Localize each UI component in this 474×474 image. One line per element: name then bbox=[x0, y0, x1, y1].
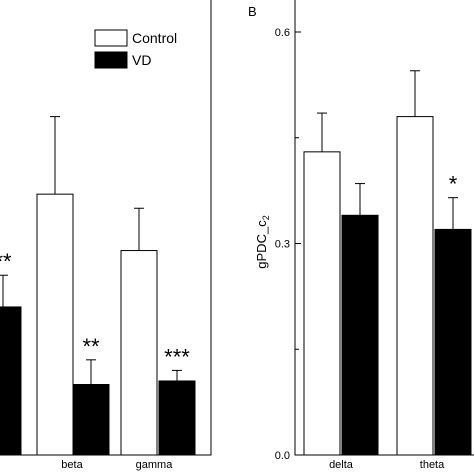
panel-b-bar-control-0 bbox=[303, 151, 341, 456]
category-label-theta: theta bbox=[420, 459, 445, 471]
panel-a-bar-vd-0 bbox=[0, 306, 22, 456]
panel-a-significance-0: ** bbox=[0, 249, 12, 274]
panel-a-significance-2: *** bbox=[164, 344, 190, 369]
panel-a-significance-1: ** bbox=[82, 334, 100, 359]
panel-a-bar-control-2 bbox=[120, 250, 158, 456]
category-label-delta: delta bbox=[329, 459, 354, 471]
legend-label-vd: VD bbox=[132, 52, 151, 68]
panel-a: ******* Control VD beta gamma bbox=[0, 0, 212, 471]
y-tick-label-0: 0.0 bbox=[275, 450, 290, 462]
panel-a-bar-vd-1 bbox=[72, 384, 110, 456]
legend-swatch-vd bbox=[94, 51, 128, 69]
y-tick-label-1: 0.3 bbox=[275, 239, 290, 251]
legend-swatch-control bbox=[94, 29, 128, 47]
category-label-gamma: gamma bbox=[136, 459, 174, 471]
panel-b-bar-vd-1 bbox=[434, 228, 472, 456]
y-axis-title: gPDC_c2 bbox=[254, 215, 271, 268]
legend-label-control: Control bbox=[132, 30, 177, 46]
category-label-beta: beta bbox=[61, 459, 83, 471]
panel-b-frame bbox=[294, 0, 474, 456]
panel-b: B 0.0 0.3 0.6 * gPDC_c2 delta theta bbox=[248, 0, 474, 471]
panel-a-bar-vd-2 bbox=[158, 380, 196, 456]
panel-a-bar-control-1 bbox=[36, 193, 74, 456]
panel-b-bar-control-1 bbox=[396, 116, 434, 456]
panel-b-bar-vd-0 bbox=[341, 214, 379, 456]
y-axis-title-subscript: 2 bbox=[261, 215, 271, 220]
panel-b-significance-1: * bbox=[449, 172, 458, 197]
y-tick-label-2: 0.6 bbox=[275, 27, 290, 39]
panel-label-b: B bbox=[248, 4, 257, 19]
legend: Control VD bbox=[94, 29, 177, 69]
